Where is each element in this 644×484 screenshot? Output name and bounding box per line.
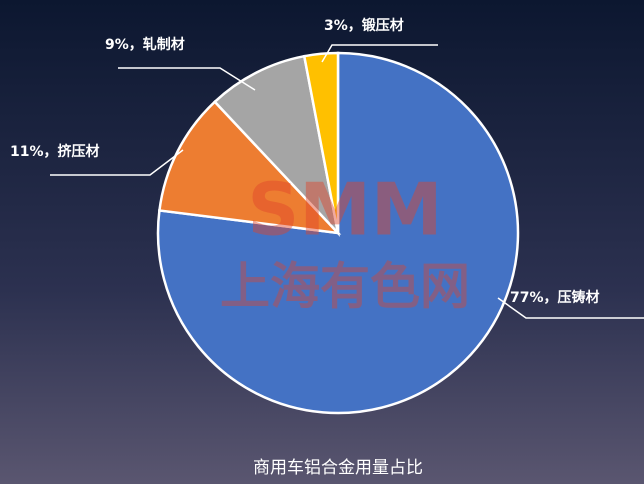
leader-line [118,67,256,91]
leader-line [497,297,644,319]
data-label: 77%，压铸材 [510,289,600,306]
leader-line [50,149,184,176]
pie-slice [213,54,341,237]
data-label: 11%，挤压材 [10,143,100,160]
pie-slice [156,51,520,415]
data-label: 9%，轧制材 [105,36,185,53]
watermark: SMM [247,168,442,252]
data-label: 3%，锻压材 [324,17,404,34]
chart-title: 商用车铝合金用量占比 [253,458,423,478]
pie-slice [302,51,340,234]
watermark: 上海有色网 [220,258,470,316]
leader-line [321,44,438,63]
pie-slice [158,100,342,235]
